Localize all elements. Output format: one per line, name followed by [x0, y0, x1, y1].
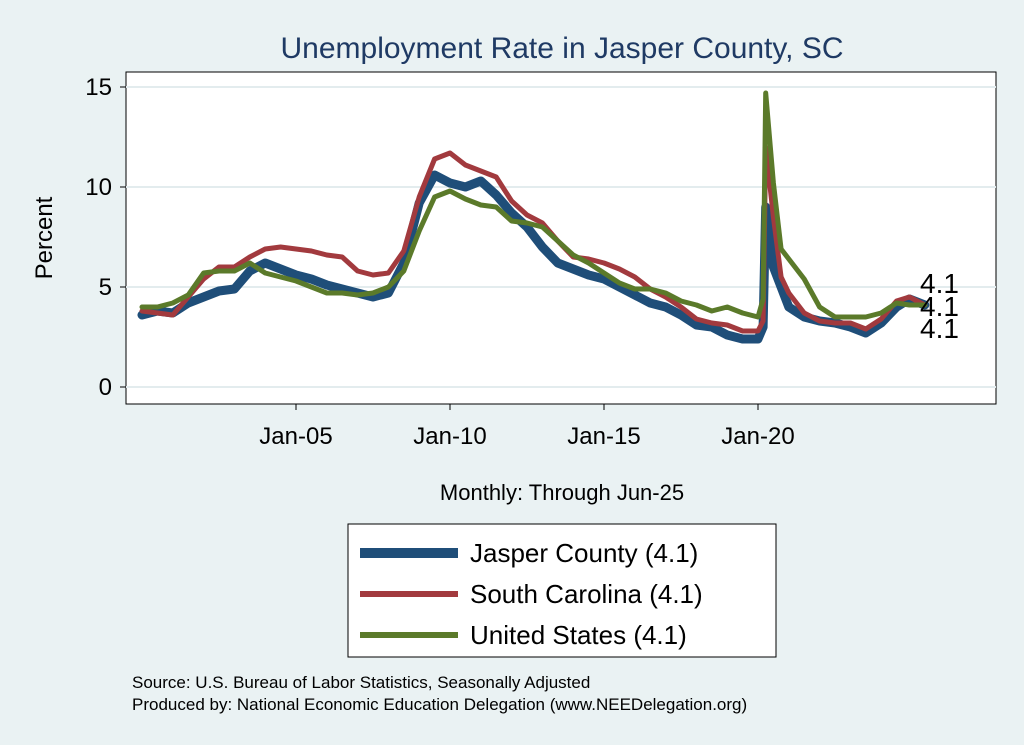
series-line-united-states [139, 90, 928, 320]
y-tick-label: 10 [85, 174, 112, 201]
legend-label: Jasper County (4.1) [470, 538, 698, 568]
x-axis: Jan-05 Jan-10 Jan-15 Jan-20 [259, 404, 795, 450]
legend-label: United States (4.1) [470, 620, 687, 650]
y-tick-label: 5 [99, 274, 112, 301]
end-label: 4.1 [920, 291, 959, 322]
series-line-jasper-county [137, 170, 930, 344]
legend-label: South Carolina (4.1) [470, 579, 703, 609]
y-tick-label: 0 [99, 374, 112, 401]
plot-area [125, 71, 997, 405]
x-axis-label: Monthly: Through Jun-25 [440, 480, 684, 505]
gridlines [126, 86, 996, 388]
y-tick-label: 15 [85, 74, 112, 101]
x-tick-label: Jan-10 [413, 423, 486, 450]
y-axis-label: Percent [31, 196, 58, 279]
y-axis: 0 5 10 15 [85, 74, 126, 401]
series-lines [137, 90, 930, 344]
end-labels: 4.14.14.1 [920, 268, 959, 344]
chart-title: Unemployment Rate in Jasper County, SC [280, 32, 843, 65]
x-tick-label: Jan-05 [259, 423, 332, 450]
source-note: Source: U.S. Bureau of Labor Statistics,… [132, 673, 590, 692]
end-label: 4.1 [920, 313, 959, 344]
producer-note: Produced by: National Economic Education… [132, 695, 747, 714]
x-tick-label: Jan-15 [567, 423, 640, 450]
end-label: 4.1 [920, 268, 959, 299]
x-tick-label: Jan-20 [721, 423, 794, 450]
legend: Jasper County (4.1) South Carolina (4.1) U… [347, 523, 777, 658]
